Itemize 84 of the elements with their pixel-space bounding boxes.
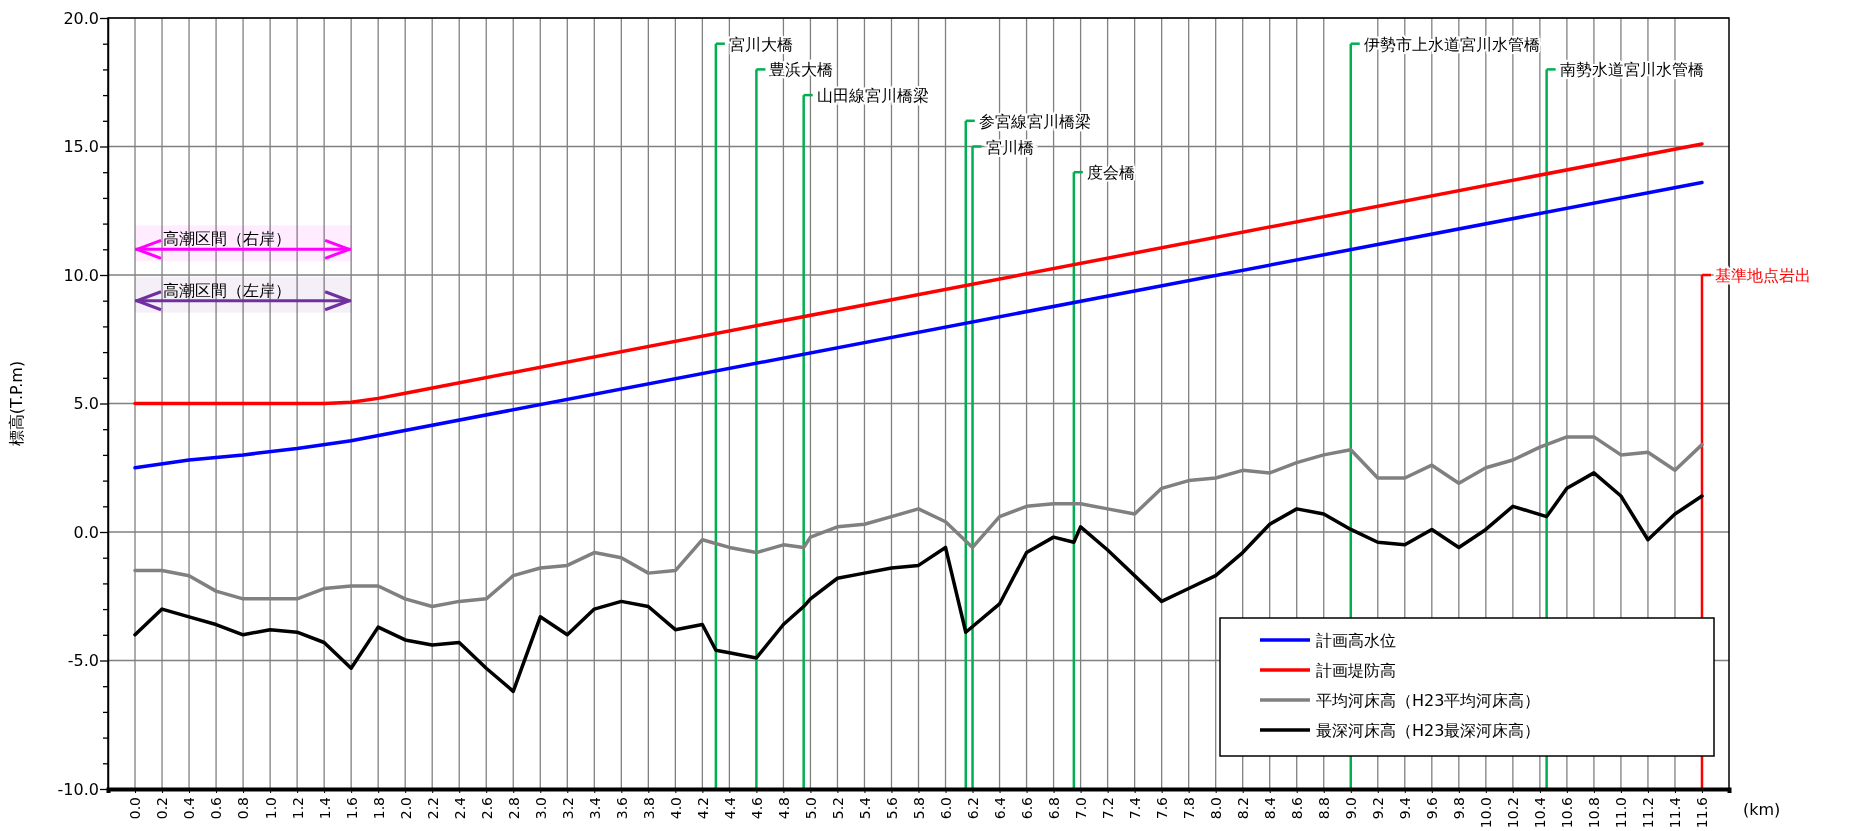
x-tick-label: 10.6	[1559, 796, 1576, 829]
x-tick-label: 5.6	[883, 796, 900, 820]
x-tick-label: 5.4	[856, 796, 873, 820]
x-tick-label: 4.0	[667, 797, 684, 820]
x-tick-label: 8.4	[1262, 796, 1279, 820]
x-tick-label: 3.0	[532, 797, 549, 820]
x-tick-label: 1.0	[262, 797, 279, 820]
x-tick-label: 2.4	[451, 796, 468, 820]
x-tick-label: 5.8	[910, 797, 927, 820]
band-label: 高潮区間（右岸）	[163, 229, 292, 249]
x-tick-label: 9.2	[1370, 797, 1387, 820]
x-tick-label: 0.0	[127, 797, 144, 820]
x-tick-label: 6.2	[964, 797, 981, 820]
legend-label: 計画堤防高	[1316, 661, 1396, 680]
x-tick-label: 2.2	[424, 797, 441, 820]
y-tick-label: 20.0	[63, 8, 99, 28]
ref-line-label: 山田線宮川橋梁	[816, 86, 929, 106]
x-tick-label: 9.0	[1343, 797, 1360, 820]
x-tick-label: 3.6	[613, 796, 630, 820]
x-tick-label: 3.4	[586, 796, 603, 820]
x-tick-label: 7.6	[1154, 796, 1171, 820]
legend-label: 最深河床高（H23最深河床高）	[1316, 721, 1541, 740]
x-tick-label: 11.2	[1640, 797, 1657, 829]
x-tick-label: 7.2	[1100, 797, 1117, 820]
x-tick-label: 8.2	[1235, 797, 1252, 820]
x-tick-label: 2.0	[397, 797, 414, 820]
x-tick-label: 3.2	[559, 797, 576, 820]
x-tick-label: 4.6	[748, 796, 765, 820]
x-tick-label: 11.4	[1667, 796, 1684, 829]
x-tick-label: 6.4	[991, 796, 1008, 820]
x-tick-label: 6.6	[1018, 796, 1035, 820]
x-tick-label: 0.6	[208, 796, 225, 820]
x-tick-label: 6.0	[937, 797, 954, 820]
x-tick-label: 5.2	[829, 797, 846, 820]
x-tick-label: 6.8	[1045, 797, 1062, 820]
x-tick-label: 10.2	[1505, 797, 1522, 829]
y-tick-label: -10.0	[57, 779, 99, 799]
ref-line-label: 豊浜大橋	[769, 60, 834, 80]
x-tick-label: 8.0	[1208, 797, 1225, 820]
x-tick-label: 10.4	[1532, 796, 1549, 829]
x-tick-label: 10.8	[1586, 797, 1603, 829]
x-tick-label: 4.2	[694, 797, 711, 820]
x-tick-label: 7.0	[1073, 797, 1089, 820]
ref-line-label: 参宮線宮川橋梁	[978, 111, 1091, 131]
x-tick-label: 1.6	[343, 796, 360, 820]
x-tick-label: 11.0	[1613, 797, 1630, 829]
x-tick-label: 8.8	[1316, 797, 1333, 820]
band-label: 高潮区間（左岸）	[163, 280, 292, 300]
x-tick-label: 10.0	[1478, 797, 1495, 829]
x-tick-label: 3.8	[640, 797, 657, 820]
x-tick-label: 4.4	[721, 796, 738, 820]
x-tick-label: 1.4	[316, 796, 333, 820]
x-tick-label: 11.6	[1694, 796, 1711, 829]
ref-line-label: 宮川大橋	[728, 34, 793, 54]
x-tick-label: 4.8	[775, 797, 792, 820]
x-axis-title: (km)	[1743, 800, 1781, 819]
legend-label: 平均河床高（H23平均河床高）	[1316, 691, 1541, 710]
x-tick-label: 0.4	[181, 796, 198, 820]
y-tick-label: 10.0	[63, 265, 99, 285]
x-tick-label: 9.6	[1424, 796, 1441, 820]
x-tick-label: 2.8	[505, 797, 522, 820]
line-series	[133, 471, 1704, 694]
ref-line-label: 宮川橋	[985, 137, 1034, 157]
line-series	[133, 180, 1704, 470]
x-tick-label: 0.2	[154, 797, 171, 820]
y-tick-label: 0.0	[73, 522, 99, 542]
x-tick-label: 7.8	[1181, 797, 1198, 820]
y-axis-title: 標高(T.P.m)	[7, 360, 26, 447]
x-tick-label: 7.4	[1127, 796, 1144, 820]
x-tick-label: 0.8	[235, 797, 252, 820]
x-tick-label: 1.8	[370, 797, 387, 820]
x-tick-label: 2.6	[478, 796, 495, 820]
x-tick-label: 9.8	[1451, 797, 1468, 820]
x-tick-label: 1.2	[289, 797, 306, 820]
x-tick-label: 5.0	[802, 797, 819, 820]
ref-line-label: 伊勢市上水道宮川水管橋	[1363, 34, 1540, 54]
legend-label: 計画高水位	[1316, 631, 1396, 650]
ref-line-label: 南勢水道宮川水管橋	[1559, 60, 1704, 80]
y-tick-label: 15.0	[63, 137, 99, 157]
y-tick-label: 5.0	[73, 394, 99, 414]
ref-line-label: 度会橋	[1086, 163, 1135, 183]
x-tick-label: 9.4	[1397, 796, 1414, 820]
y-tick-label: -5.0	[67, 651, 99, 671]
x-tick-label: 8.6	[1289, 796, 1306, 820]
